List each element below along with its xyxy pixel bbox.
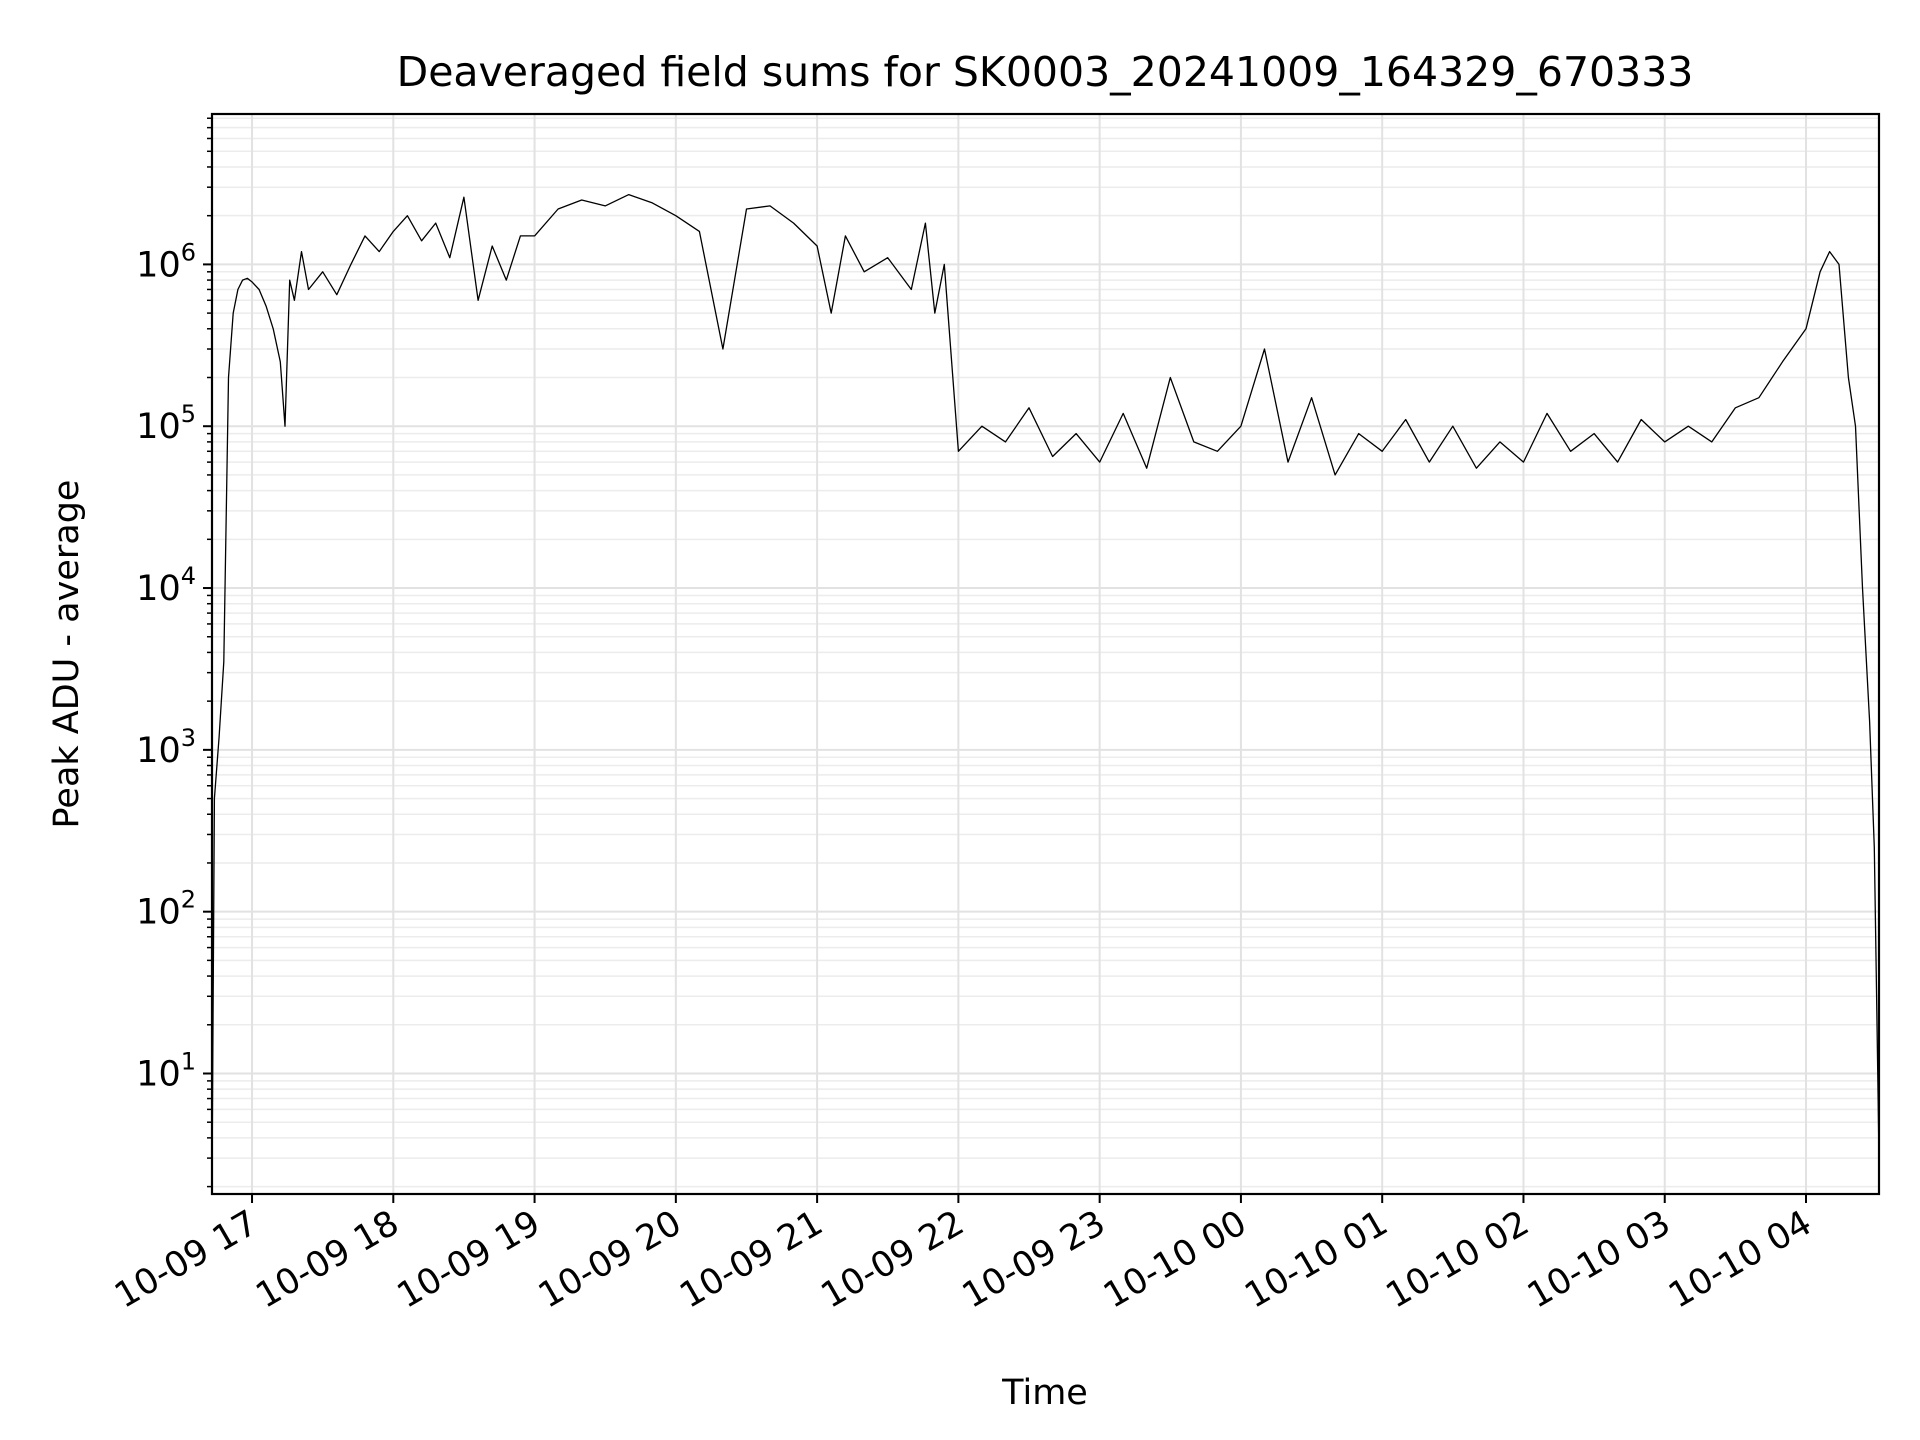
y-tick-label: 106 — [136, 238, 196, 285]
major-gridlines — [212, 114, 1879, 1194]
y-tick-label: 104 — [136, 562, 196, 609]
x-axis-label: Time — [1001, 1373, 1088, 1413]
plot-area — [210, 112, 1881, 1196]
y-axis: 101 102 103 104 105 106 — [136, 117, 212, 1188]
y-tick-label: 105 — [136, 400, 196, 447]
series-line — [211, 193, 1880, 1187]
y-tick-label: 102 — [136, 886, 196, 933]
minor-gridlines — [212, 117, 1879, 1188]
y-tick-label: 103 — [136, 724, 196, 771]
y-tick-label: 101 — [136, 1047, 196, 1094]
chart-title: Deaveraged field sums for SK0003_2024100… — [397, 48, 1694, 96]
y-axis-label: Peak ADU - average — [47, 480, 87, 829]
